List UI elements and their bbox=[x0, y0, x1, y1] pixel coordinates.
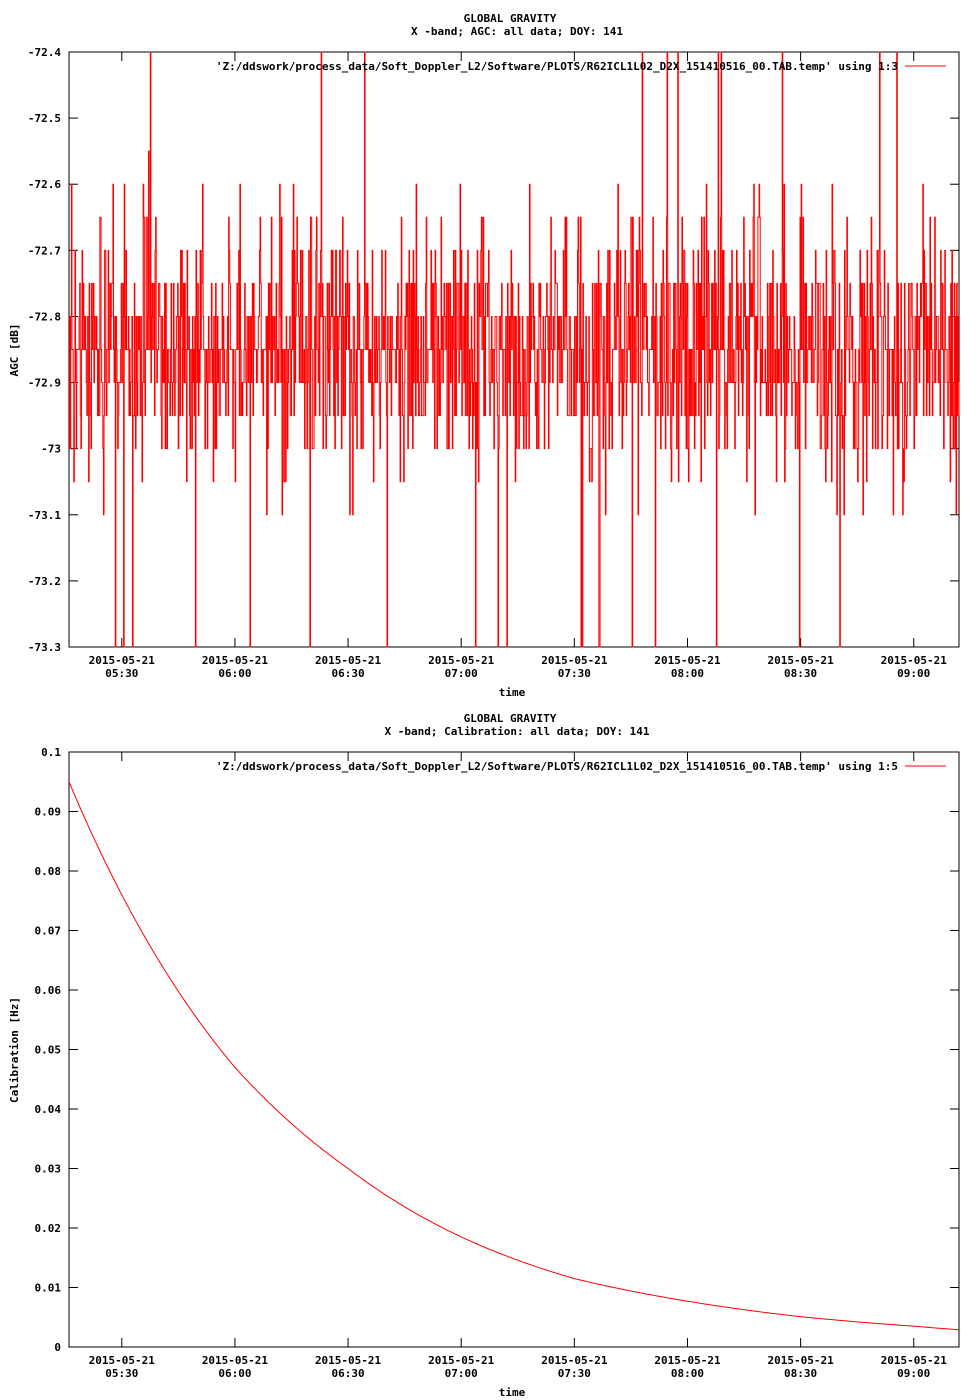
agc-chart-title: GLOBAL GRAVITY bbox=[464, 12, 557, 25]
y-tick-label: 0.07 bbox=[35, 925, 62, 938]
y-tick-label: -73.1 bbox=[28, 509, 61, 522]
x-tick-time: 05:30 bbox=[105, 1367, 138, 1380]
y-tick-label: -72.7 bbox=[28, 244, 61, 257]
y-tick-label: -73.3 bbox=[28, 641, 61, 654]
x-tick-time: 06:30 bbox=[332, 667, 365, 680]
x-tick-date: 2015-05-21 bbox=[654, 654, 721, 667]
y-tick-label: -72.8 bbox=[28, 310, 61, 323]
x-tick-time: 05:30 bbox=[105, 667, 138, 680]
x-tick-time: 08:30 bbox=[784, 667, 817, 680]
x-tick-date: 2015-05-21 bbox=[428, 1354, 495, 1367]
agc-plot-frame bbox=[68, 51, 960, 648]
y-tick-label: -72.6 bbox=[28, 178, 61, 191]
x-tick-time: 07:00 bbox=[445, 1367, 478, 1380]
calibration-chart: GLOBAL GRAVITY X -band; Calibration: all… bbox=[8, 712, 960, 1399]
x-tick-date: 2015-05-21 bbox=[428, 654, 495, 667]
y-tick-label: 0.04 bbox=[35, 1103, 62, 1116]
x-tick-time: 08:30 bbox=[784, 1367, 817, 1380]
y-tick-label: 0.09 bbox=[35, 806, 62, 819]
y-tick-label: -72.9 bbox=[28, 377, 61, 390]
x-tick-time: 07:30 bbox=[558, 667, 591, 680]
y-tick-label: -72.5 bbox=[28, 112, 61, 125]
x-tick-time: 09:00 bbox=[897, 667, 930, 680]
agc-chart-subtitle: X -band; AGC: all data; DOY: 141 bbox=[411, 25, 623, 38]
calibration-series-line bbox=[68, 781, 960, 1331]
y-tick-label: -72.4 bbox=[28, 46, 61, 59]
agc-series-line bbox=[69, 51, 960, 648]
calibration-x-axis: 2015-05-2105:302015-05-2106:002015-05-21… bbox=[89, 752, 948, 1380]
agc-x-axis: 2015-05-2105:302015-05-2106:002015-05-21… bbox=[89, 52, 948, 680]
x-tick-time: 08:00 bbox=[671, 667, 704, 680]
x-tick-date: 2015-05-21 bbox=[89, 1354, 156, 1367]
agc-x-axis-label: time bbox=[499, 686, 526, 699]
calibration-legend-label: 'Z:/ddswork/process_data/Soft_Doppler_L2… bbox=[216, 760, 898, 773]
agc-y-axis-label: AGC [dB] bbox=[8, 324, 21, 377]
y-tick-label: -73 bbox=[41, 443, 61, 456]
y-tick-label: 0.06 bbox=[35, 984, 62, 997]
x-tick-time: 07:00 bbox=[445, 667, 478, 680]
x-tick-date: 2015-05-21 bbox=[202, 1354, 269, 1367]
calibration-y-axis: 0.1 0.09 0.08 0.07 0.06 0.05 0.04 0.03 0.02 0.01 0 bbox=[35, 746, 959, 1354]
x-tick-time: 07:30 bbox=[558, 1367, 591, 1380]
y-tick-label: 0.05 bbox=[35, 1044, 62, 1057]
x-tick-time: 06:30 bbox=[332, 1367, 365, 1380]
y-tick-label: -73.2 bbox=[28, 575, 61, 588]
calibration-x-axis-label: time bbox=[499, 1386, 526, 1399]
y-tick-label: 0.01 bbox=[35, 1282, 62, 1295]
x-tick-date: 2015-05-21 bbox=[315, 1354, 382, 1367]
x-tick-date: 2015-05-21 bbox=[89, 654, 156, 667]
x-tick-date: 2015-05-21 bbox=[541, 654, 608, 667]
y-tick-label: 0 bbox=[54, 1341, 61, 1354]
x-tick-date: 2015-05-21 bbox=[767, 1354, 834, 1367]
y-tick-label: 0.08 bbox=[35, 865, 62, 878]
agc-legend-label: 'Z:/ddswork/process_data/Soft_Doppler_L2… bbox=[216, 60, 898, 73]
calibration-chart-subtitle: X -band; Calibration: all data; DOY: 141 bbox=[385, 725, 650, 738]
x-tick-date: 2015-05-21 bbox=[202, 654, 269, 667]
agc-chart: GLOBAL GRAVITY X -band; AGC: all data; D… bbox=[8, 12, 960, 699]
x-tick-date: 2015-05-21 bbox=[881, 654, 948, 667]
x-tick-time: 08:00 bbox=[671, 1367, 704, 1380]
calibration-plot-frame bbox=[68, 751, 960, 1348]
x-tick-date: 2015-05-21 bbox=[315, 654, 382, 667]
x-tick-date: 2015-05-21 bbox=[654, 1354, 721, 1367]
y-tick-label: 0.1 bbox=[41, 746, 61, 759]
x-tick-date: 2015-05-21 bbox=[881, 1354, 948, 1367]
y-tick-label: 0.03 bbox=[35, 1163, 62, 1176]
calibration-chart-title: GLOBAL GRAVITY bbox=[464, 712, 557, 725]
calibration-y-axis-label: Calibration [Hz] bbox=[8, 997, 21, 1103]
x-tick-date: 2015-05-21 bbox=[767, 654, 834, 667]
x-tick-date: 2015-05-21 bbox=[541, 1354, 608, 1367]
x-tick-time: 06:00 bbox=[218, 1367, 251, 1380]
x-tick-time: 06:00 bbox=[218, 667, 251, 680]
y-tick-label: 0.02 bbox=[35, 1222, 62, 1235]
x-tick-time: 09:00 bbox=[897, 1367, 930, 1380]
